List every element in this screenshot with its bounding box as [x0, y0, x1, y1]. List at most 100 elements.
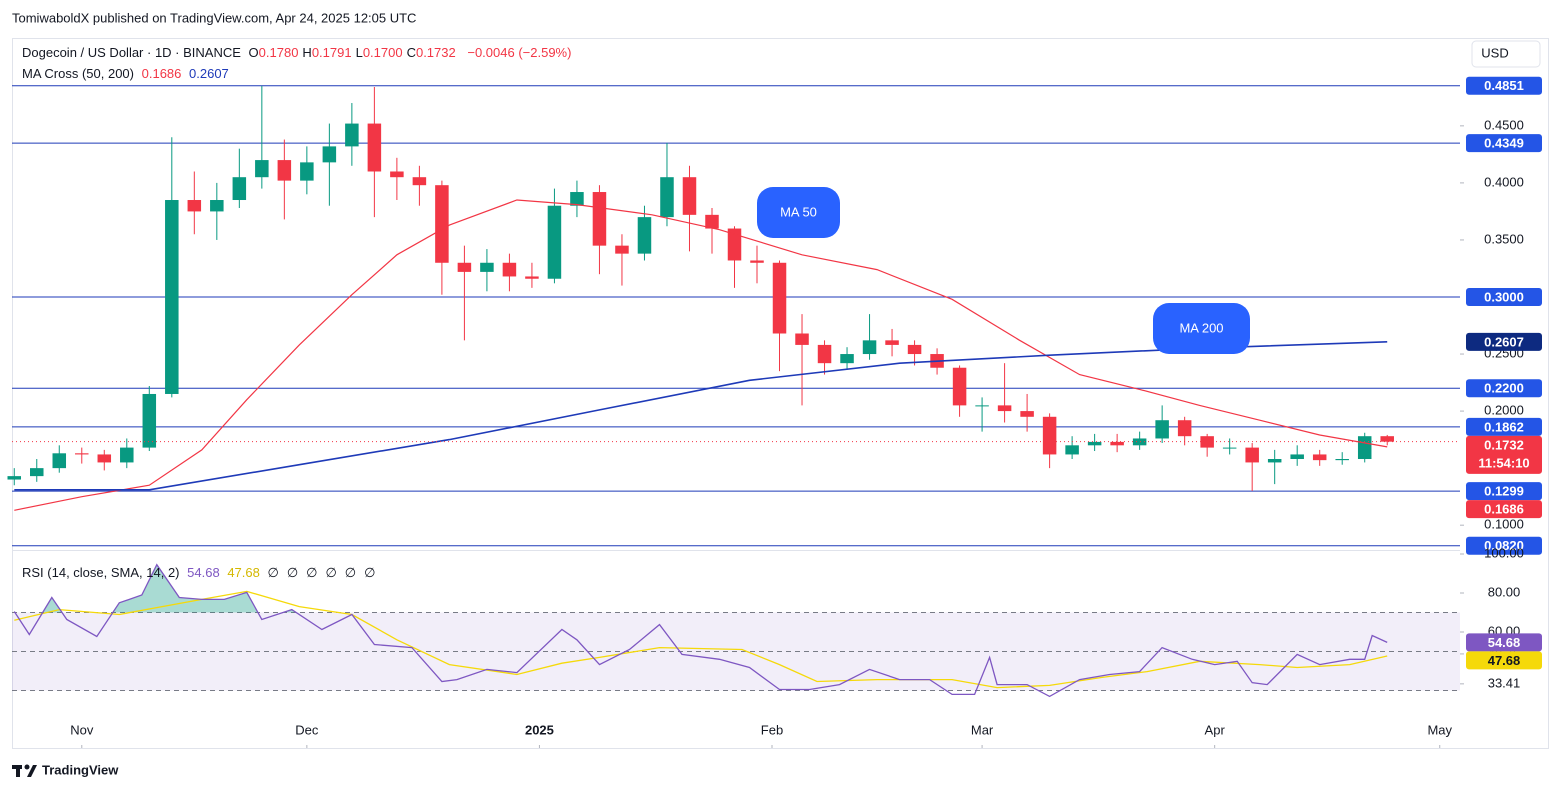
- ma200-value: 0.2607: [189, 66, 229, 81]
- x-tick-label: May: [1427, 722, 1452, 737]
- candle: [367, 87, 382, 218]
- candle: [345, 103, 359, 166]
- candle-body: [300, 162, 314, 181]
- ohlc-value: 0.1700: [362, 45, 403, 60]
- candle-body: [120, 447, 134, 463]
- candle: [1155, 405, 1169, 444]
- currency-box[interactable]: [1471, 40, 1541, 68]
- last-price-label-text: 11:54:10: [1478, 455, 1529, 470]
- candle: [30, 459, 44, 482]
- candle-body: [727, 228, 742, 261]
- candle-body: [7, 476, 22, 480]
- candle: [412, 165, 427, 206]
- candle-body: [75, 453, 89, 455]
- brand: TradingView: [42, 762, 119, 777]
- level-label: 0.1862: [1466, 417, 1542, 436]
- candle-body: [1200, 436, 1214, 448]
- candle-body: [1042, 416, 1057, 455]
- level-label-bg: [1466, 76, 1542, 95]
- candle: [547, 188, 562, 284]
- candle: [952, 365, 967, 417]
- ohlc-key: H: [302, 45, 312, 60]
- level-label-bg: [1466, 134, 1542, 153]
- level-label-text: 0.3000: [1484, 289, 1524, 304]
- candle: [1110, 433, 1124, 453]
- candle-body: [322, 146, 337, 163]
- candle: [795, 314, 809, 406]
- level-label-text: 0.4349: [1484, 136, 1524, 151]
- candle: [97, 449, 112, 471]
- ma200-label-text: 0.2607: [1484, 334, 1524, 349]
- ma50-value: 0.1686: [141, 66, 182, 81]
- candle: [750, 245, 764, 284]
- candle-body: [457, 262, 472, 272]
- y-tick-label: 80.00: [1488, 584, 1521, 599]
- candle: [232, 148, 247, 208]
- rsi-value-label: 54.68: [1466, 633, 1542, 652]
- candle: [1042, 413, 1057, 469]
- ohlc-key: O: [248, 45, 259, 60]
- candle: [817, 340, 832, 375]
- candle: [997, 363, 1012, 423]
- level-label-bg: [1466, 482, 1542, 501]
- ma50-label-bg: [1466, 500, 1542, 519]
- candle-body: [1020, 411, 1034, 417]
- candle-body: [1155, 420, 1169, 439]
- level-label: 0.0820: [1466, 536, 1542, 555]
- candle: [705, 208, 719, 254]
- candle: [682, 165, 697, 252]
- candle-body: [795, 333, 809, 345]
- candle-body: [525, 276, 539, 279]
- candle-body: [30, 468, 44, 477]
- candle-body: [277, 160, 292, 181]
- candle: [907, 340, 922, 366]
- last-price-label-bg: [1466, 435, 1542, 474]
- rsi-legend: RSI (14, close, SMA, 14, 2) 54.68 47.68 …: [22, 565, 387, 581]
- y-tick-label: 100.00: [1484, 545, 1524, 560]
- rsi-value-label-bg: [1466, 633, 1542, 652]
- candle-body: [840, 354, 854, 364]
- level-label: 0.1299: [1466, 482, 1542, 501]
- ohlc-value: 0.1780: [258, 45, 299, 60]
- frame: [12, 38, 1549, 749]
- candle-body: [660, 177, 674, 218]
- candle-body: [1312, 454, 1327, 461]
- candle-body: [1267, 459, 1282, 463]
- candle-body: [705, 214, 719, 229]
- candle-body: [1132, 438, 1147, 446]
- candle-body: [997, 405, 1012, 412]
- change: −0.0046 (−2.59%): [467, 45, 572, 60]
- candle: [637, 205, 652, 261]
- candle: [75, 447, 89, 464]
- candle-body: [435, 185, 449, 263]
- candle: [7, 468, 22, 486]
- candle: [1290, 445, 1304, 466]
- ma-line: [14, 341, 1388, 491]
- rsi-value-label-text: 47.68: [1488, 653, 1521, 668]
- candle-body: [750, 260, 764, 263]
- candle-body: [52, 453, 67, 469]
- candle-body: [570, 192, 584, 206]
- candle: [120, 438, 134, 469]
- empty-value: ∅: [364, 565, 376, 580]
- level-label-bg: [1466, 379, 1542, 398]
- candle: [1065, 436, 1079, 460]
- candle: [592, 185, 607, 275]
- candle-body: [862, 340, 877, 355]
- rsi-value-label: 47.68: [1466, 651, 1542, 670]
- candle: [1245, 443, 1259, 491]
- candle: [480, 249, 494, 292]
- candle: [1357, 432, 1372, 463]
- last-price-label: 0.1732 11:54:10: [1466, 435, 1542, 474]
- candle-body: [1222, 447, 1237, 449]
- ma-annotation-box: [1153, 303, 1250, 354]
- candle-body: [210, 200, 224, 212]
- candle: [727, 226, 742, 288]
- ohlc-value: 0.1732: [415, 45, 456, 60]
- rsi-line: [13, 563, 1388, 698]
- y-tick-label: 0.1000: [1484, 517, 1524, 532]
- candle: [1200, 433, 1214, 457]
- candle: [862, 314, 877, 360]
- rsi-line: [14, 590, 1388, 689]
- y-tick-label: 0.2000: [1484, 403, 1524, 418]
